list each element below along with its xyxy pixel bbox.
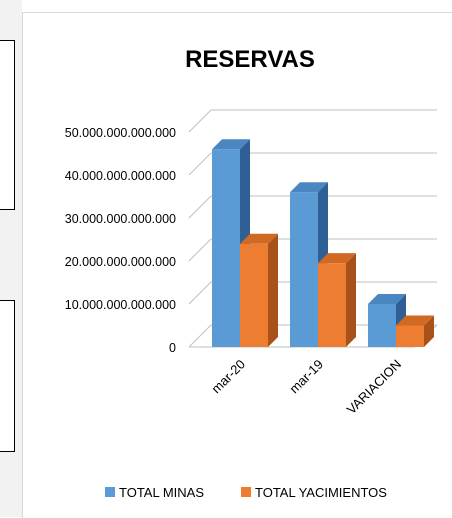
legend-label: TOTAL MINAS — [119, 485, 204, 500]
chart-title: RESERVAS — [185, 46, 315, 73]
y-tick-label: 50.000.000.000.000 — [65, 126, 176, 140]
bar-total-minas-top — [368, 294, 406, 304]
bar-total-minas — [368, 304, 396, 347]
bar-total-yacimientos — [240, 243, 268, 347]
gridline-depth — [188, 152, 212, 176]
bar-total-yacimientos — [396, 325, 424, 347]
x-tick-label: VARIACION — [344, 357, 405, 418]
bar-total-yacimientos-top — [318, 253, 356, 264]
gridline-depth — [188, 281, 212, 305]
bar-total-minas — [212, 149, 240, 347]
legend-label: TOTAL YACIMIENTOS — [255, 485, 387, 500]
gridline-depth — [188, 238, 212, 262]
y-tick-label: 40.000.000.000.000 — [65, 169, 176, 183]
y-tick-label: 20.000.000.000.000 — [65, 255, 176, 269]
x-tick-label: mar-20 — [208, 357, 248, 397]
sheet-cell-group-upper — [0, 40, 15, 210]
sheet-cell-group-lower — [0, 300, 15, 452]
y-tick-label: 10.000.000.000.000 — [65, 298, 176, 312]
y-tick-label: 0 — [169, 341, 176, 355]
bar-total-yacimientos-side — [346, 253, 356, 347]
bar-total-yacimientos-side — [268, 233, 278, 347]
gridline-depth — [188, 195, 212, 219]
x-tick-label: mar-19 — [286, 357, 326, 397]
gridline-depth — [188, 109, 212, 133]
y-tick-label: 30.000.000.000.000 — [65, 212, 176, 226]
bar-total-minas-top — [212, 139, 250, 150]
gridline-depth — [188, 324, 212, 348]
bar-total-minas-top — [290, 182, 328, 193]
chart-panel: RESERVAS 0 10.000.000.000.000 20.000.000.00… — [22, 12, 452, 518]
bar-total-yacimientos — [318, 263, 346, 347]
bar-total-minas — [290, 192, 318, 347]
legend-swatch — [241, 487, 251, 497]
bar-total-yacimientos-top — [240, 233, 278, 244]
bar-total-yacimientos-side — [424, 315, 434, 347]
bar-chart-3d: RESERVAS 0 10.000.000.000.000 20.000.000.00… — [65, 46, 438, 500]
legend-swatch — [105, 487, 115, 497]
bar-total-yacimientos-top — [396, 315, 434, 326]
